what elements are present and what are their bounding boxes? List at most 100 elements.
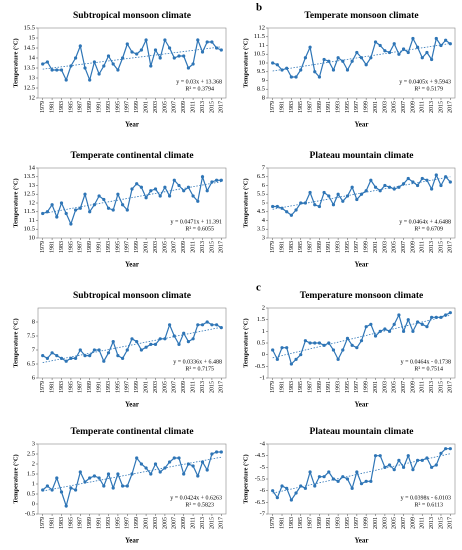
data-point [331,203,336,207]
data-point [88,476,92,480]
data-point [45,60,50,64]
x-tick-label: 2007 [172,241,178,253]
data-point [341,348,345,352]
x-tick-label: 1995 [345,101,351,113]
x-tick-label: 1985 [298,517,304,529]
data-point [322,475,326,479]
data-point [125,208,129,212]
x-tick-label: 2007 [172,517,178,529]
y-tick-label: 2 [262,304,265,311]
data-point [102,484,106,488]
y-tick-label: 12 [259,24,266,31]
y-tick-label: 1.5 [257,316,265,323]
y-tick-label: 15 [29,34,36,41]
chart-title: Temperate monsoon climate [304,11,418,21]
x-tick-label: 2003 [382,101,388,113]
y-tick-label: 12.5 [24,84,35,91]
data-point [69,486,73,490]
data-point [69,356,73,360]
y-tick-label: -7 [260,510,266,517]
data-point [210,323,214,327]
x-tick-label: 2009 [181,381,187,393]
x-tick-label: 1991 [326,101,332,113]
data-point [299,353,303,357]
y-tick-label: 3.5 [257,226,265,233]
data-point [411,329,415,333]
data-point [289,498,293,502]
data-point [378,43,382,48]
x-tick-label: 1993 [336,241,342,253]
data-point [444,313,448,317]
y-axis-label: Temperature (°C) [12,318,19,367]
x-axis-label: Year [125,121,139,129]
x-tick-label: 1995 [345,241,351,253]
data-point [74,56,78,60]
x-tick-label: 1999 [134,101,140,113]
x-tick-label: 1997 [354,241,360,253]
data-point [430,187,434,191]
data-point [139,348,143,352]
x-tick-label: 2013 [200,381,206,393]
x-tick-label: 1987 [307,241,313,253]
y-tick-label: 6 [32,374,36,381]
data-point [45,210,50,214]
data-point [200,175,205,179]
y-tick-label: -4.5 [255,452,265,459]
data-point [135,456,139,460]
y-axis-label: Temperature (°C) [242,38,249,87]
x-tick-label: 2013 [200,241,206,253]
data-point [359,482,364,486]
x-tick-label: 1991 [326,381,332,393]
data-point [425,325,429,329]
data-point [135,52,139,56]
x-tick-label: 2015 [209,241,215,253]
data-point [144,345,148,349]
data-point [336,357,340,361]
data-point [168,46,172,50]
y-tick-label: 5 [262,199,265,206]
data-point [336,479,340,483]
data-point [186,66,190,70]
x-tick-label: 1987 [307,101,313,113]
x-tick-label: 1981 [279,381,285,393]
data-point [406,176,410,181]
x-tick-label: 1993 [106,517,112,529]
y-tick-label: 14.5 [24,44,35,51]
x-tick-label: 2013 [429,241,435,253]
x-tick-label: 2007 [401,381,407,393]
trend-equation: y = 0.0405x + 9.5943 [399,79,451,85]
y-tick-label: 15.5 [24,24,35,31]
data-point [341,59,345,63]
data-point [350,486,354,490]
data-point [359,56,364,60]
data-point [130,337,134,341]
x-tick-label: 2003 [382,241,388,253]
y-tick-label: 9 [262,77,265,84]
x-tick-label: 1999 [364,101,370,113]
x-tick-label: 1987 [307,517,313,529]
y-tick-label: -0.5 [255,363,265,370]
x-tick-label: 1991 [96,517,102,529]
x-tick-label: 1983 [59,517,65,529]
data-point [59,201,64,205]
x-tick-label: 2007 [172,101,178,113]
y-axis-label: Temperature (°C) [242,178,249,227]
data-point [41,488,45,492]
x-tick-label: 1991 [326,241,332,253]
data-point [219,450,223,454]
data-point [196,199,200,203]
data-point [392,468,396,472]
x-tick-label: 2017 [219,101,225,113]
data-point [219,48,223,52]
data-point [205,40,209,44]
x-tick-label: 1997 [354,381,360,393]
data-point [78,470,82,474]
data-point [313,484,317,488]
x-tick-label: 1983 [289,381,295,393]
x-tick-label: 2011 [420,241,426,253]
r-squared: R² = 0.7514 [414,366,443,372]
x-tick-label: 1983 [289,241,295,253]
data-point [83,192,87,196]
y-tick-label: 4.5 [257,208,265,215]
